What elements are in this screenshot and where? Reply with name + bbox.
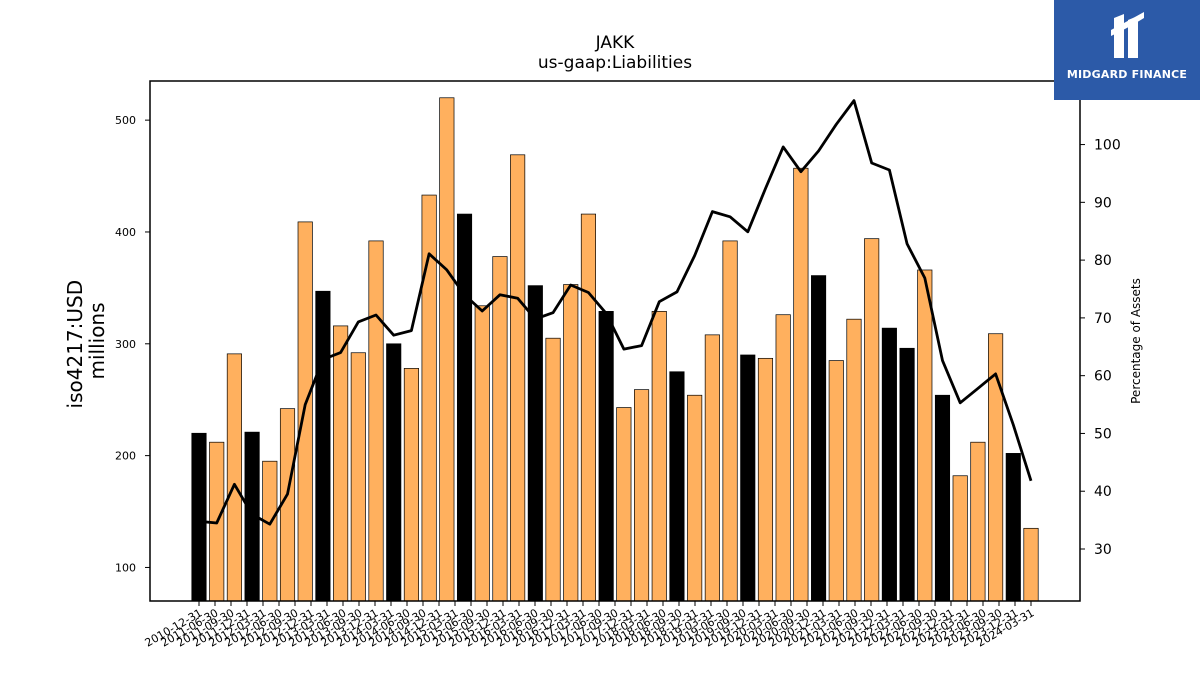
- y-tick-label: 200: [115, 450, 136, 463]
- bar: [704, 334, 720, 602]
- y2-tick-label: 30: [1094, 542, 1112, 558]
- bar: [315, 290, 331, 602]
- bar: [616, 407, 632, 602]
- bar: [403, 368, 419, 602]
- bar: [669, 371, 685, 602]
- y-tick-label: 500: [115, 114, 136, 127]
- percentage-line: [198, 99, 1033, 526]
- y2-axis-label: Percentage of Assets: [1129, 278, 1143, 404]
- y2-tick-label: 90: [1094, 195, 1112, 211]
- bar: [262, 460, 278, 602]
- left-axis-ticks: 100 200 300 400 500: [115, 114, 150, 574]
- logo-text: MIDGARD FINANCE: [1066, 68, 1188, 81]
- y2-tick-label: 80: [1094, 253, 1112, 269]
- bar: [793, 167, 809, 602]
- brand-logo: MIDGARD FINANCE: [1054, 0, 1200, 100]
- bar: [439, 97, 455, 602]
- bar: [775, 314, 791, 602]
- bar: [527, 285, 543, 602]
- bar: [1005, 453, 1021, 602]
- bar: [811, 275, 827, 602]
- y-axis-label: iso4217:USD millions: [63, 274, 109, 409]
- bar: [598, 311, 614, 602]
- bar: [651, 311, 667, 602]
- y2-tick-label: 100: [1094, 138, 1121, 154]
- bar: [864, 238, 880, 602]
- bar: [492, 256, 508, 602]
- y2-tick-label: 70: [1094, 311, 1112, 327]
- bar: [350, 352, 366, 602]
- bar-group: [191, 97, 1039, 602]
- bar: [917, 269, 933, 602]
- right-axis-ticks: 30 40 50 60 70 80 90 100: [1080, 138, 1121, 558]
- bar: [899, 347, 915, 602]
- bar: [740, 354, 756, 602]
- y-tick-label: 400: [115, 226, 136, 239]
- bar: [510, 154, 526, 602]
- y-tick-label: 100: [115, 561, 136, 574]
- chart-subtitle: us-gaap:Liabilities: [538, 53, 692, 73]
- bar: [545, 337, 561, 602]
- x-axis-ticks: 2010-12-312011-06-302011-09-302011-12-31…: [143, 601, 1037, 650]
- y-tick-label: 300: [115, 338, 136, 351]
- bar: [757, 357, 774, 602]
- y2-tick-label: 50: [1094, 426, 1112, 442]
- bar: [474, 305, 490, 602]
- bar: [456, 213, 473, 602]
- y2-tick-label: 60: [1094, 369, 1112, 385]
- bar: [952, 475, 968, 602]
- bar: [934, 394, 951, 602]
- bar: [368, 240, 384, 602]
- bar: [881, 327, 897, 602]
- bar: [386, 343, 402, 602]
- chart-title: JAKK: [595, 33, 635, 53]
- logo-mark-icon: [1111, 12, 1144, 58]
- y2-tick-label: 40: [1094, 484, 1112, 500]
- bar: [191, 432, 207, 602]
- bar: [970, 441, 986, 602]
- bar: [828, 360, 844, 602]
- bar: [333, 325, 349, 602]
- bar: [1023, 527, 1039, 602]
- bar: [846, 318, 862, 602]
- bar: [563, 284, 579, 602]
- bar: [687, 394, 703, 602]
- bar: [722, 240, 738, 602]
- bar: [226, 353, 242, 602]
- bar: [580, 213, 596, 602]
- bar: [634, 389, 650, 602]
